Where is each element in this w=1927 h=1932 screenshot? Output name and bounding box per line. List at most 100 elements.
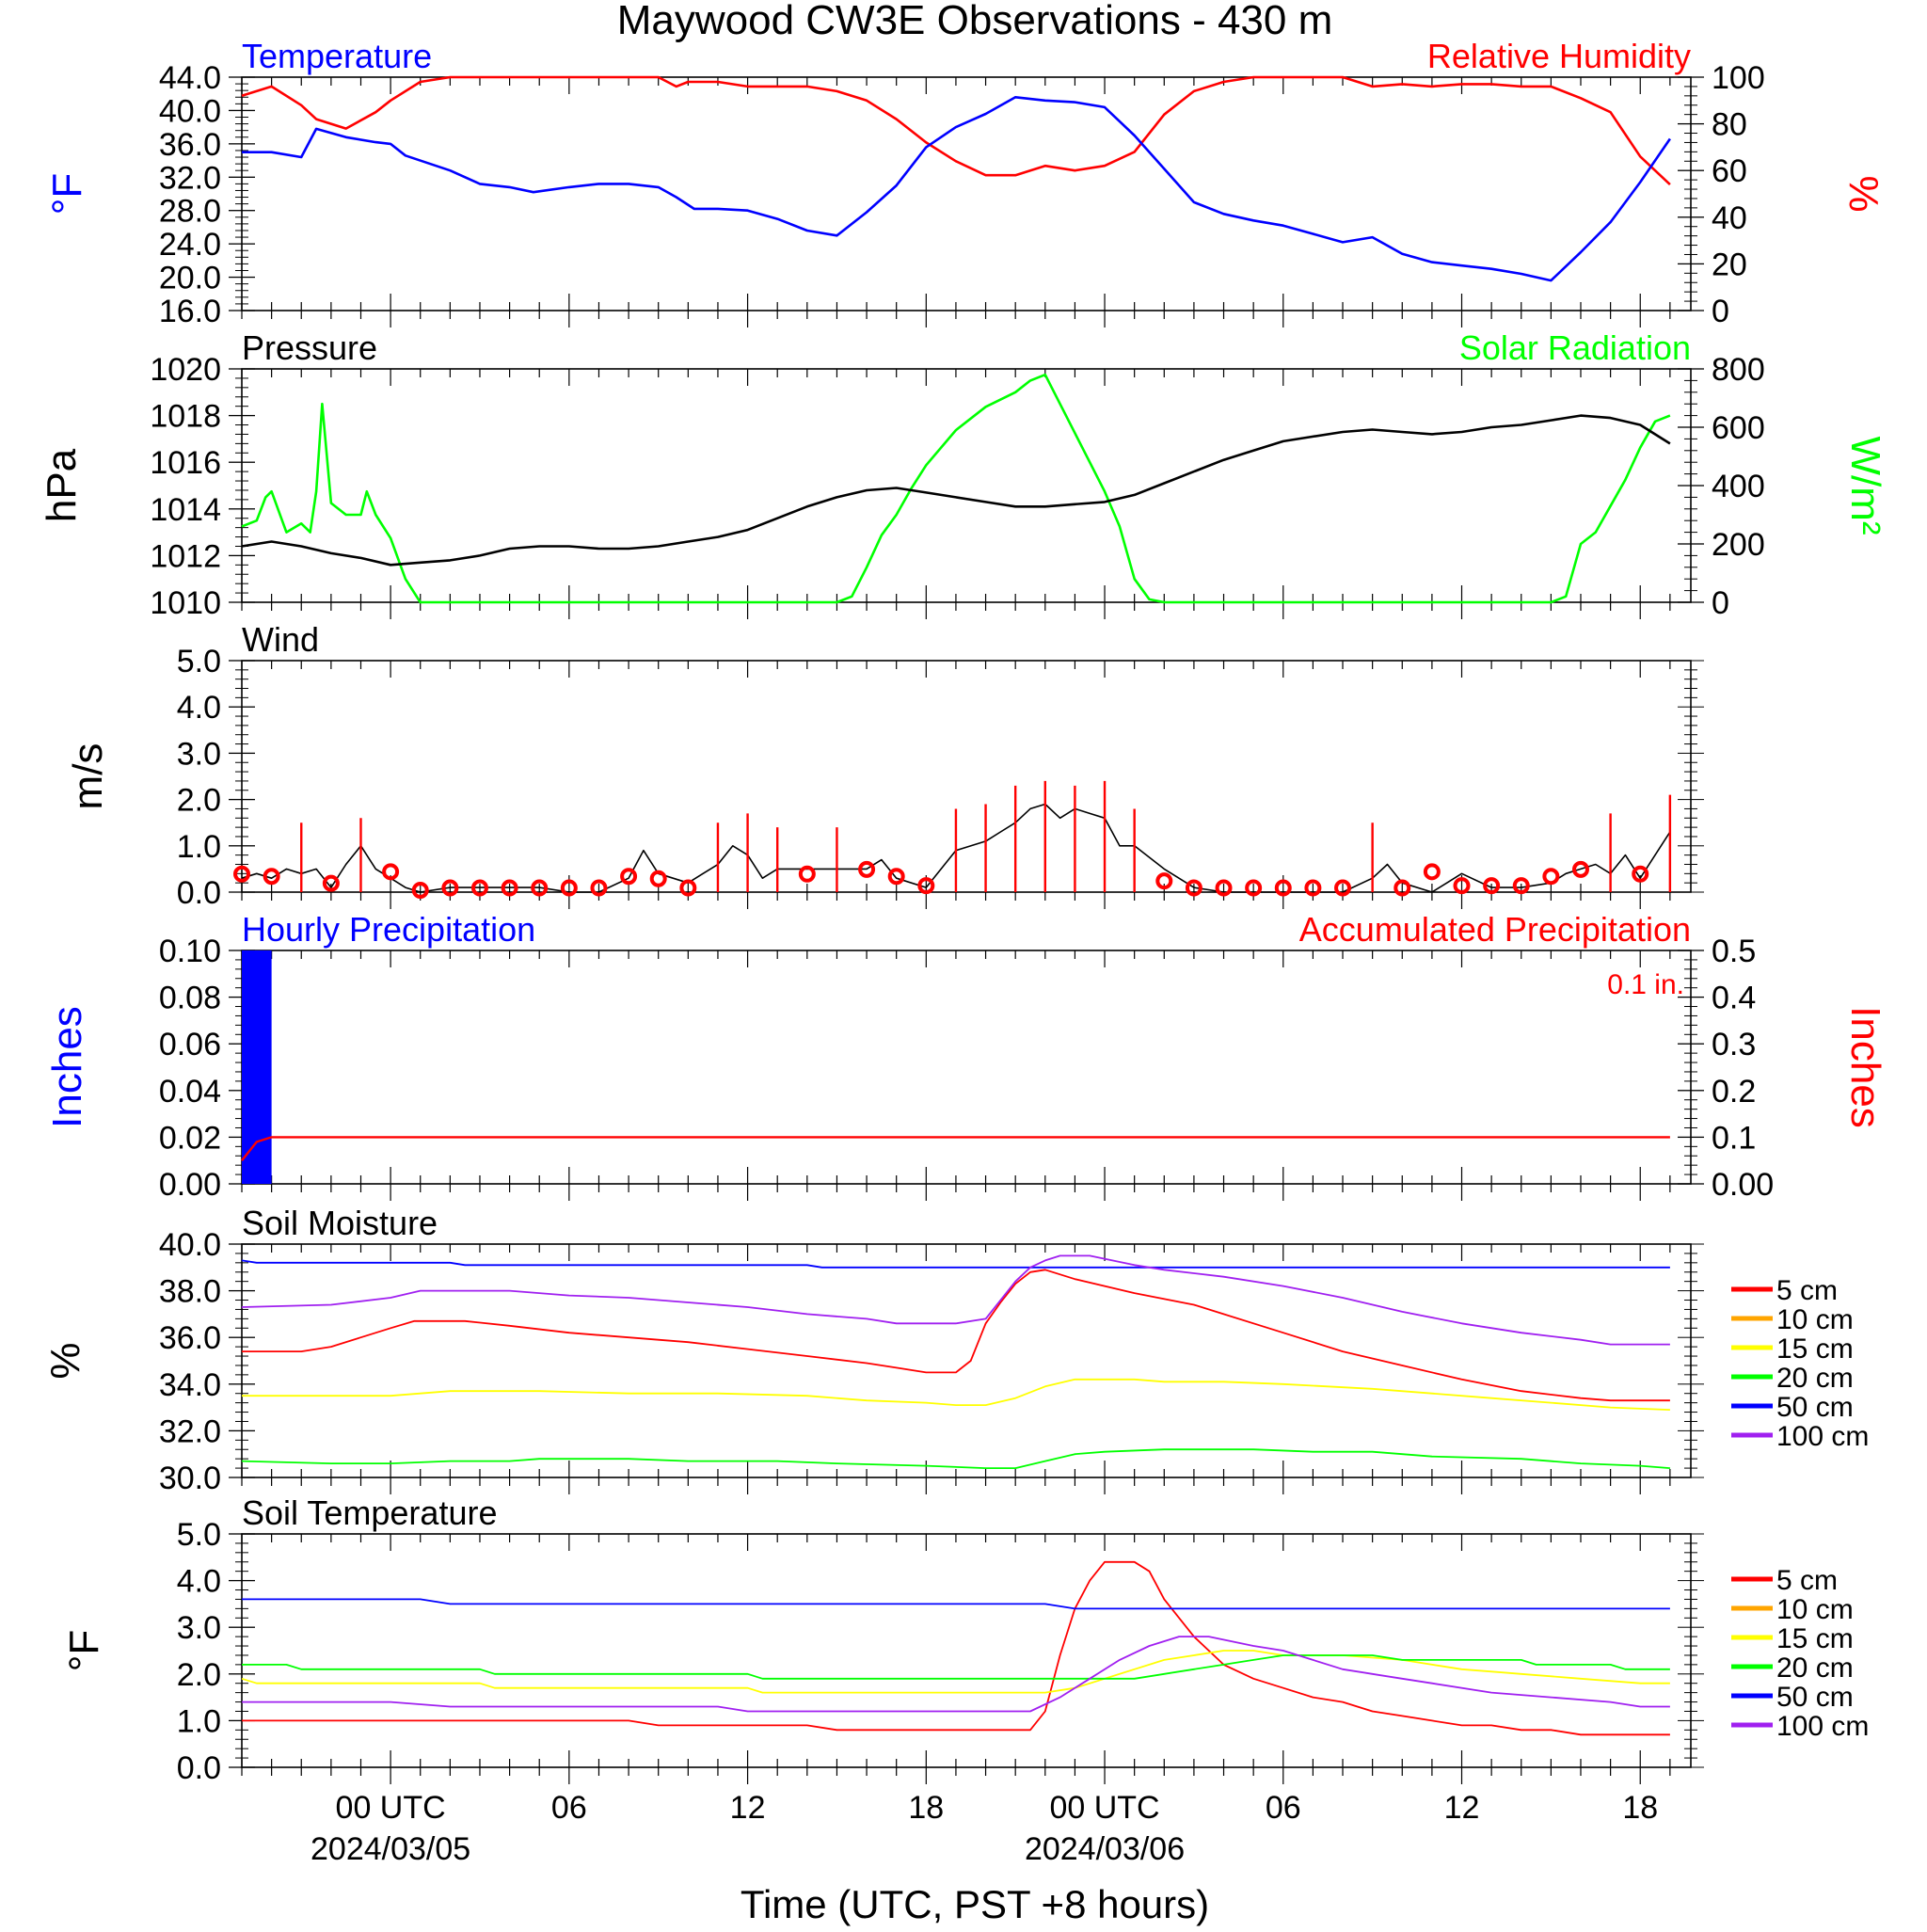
y-tick-label: 5.0: [177, 1517, 221, 1553]
panel-title-accumulated-precipitation: Accumulated Precipitation: [1299, 910, 1691, 949]
series-pressure: [241, 414, 1671, 567]
y-axis-label-left: hPa: [39, 448, 85, 522]
y-tick-label: 200: [1712, 527, 1765, 563]
hourly-precip-bar: [242, 950, 272, 1184]
y-tick-label: 0.00: [159, 1167, 221, 1203]
y-tick-label: 0.00: [1712, 1167, 1774, 1203]
wind-calm-marker: [1393, 879, 1411, 897]
series-5-cm: [242, 1269, 1670, 1402]
x-tick-label: 00 UTC: [1049, 1790, 1159, 1826]
y-tick-label: 0.2: [1712, 1074, 1756, 1110]
precip-total-label: 0.1 in.: [1607, 969, 1684, 1000]
y-tick-label: 40.0: [159, 1227, 221, 1263]
series-50-cm: [241, 1259, 1670, 1269]
series-50-cm: [242, 1598, 1670, 1610]
y-tick-label: 3.0: [177, 1610, 221, 1646]
wind-calm-marker: [858, 860, 876, 878]
panel-title-solar-radiation: Solar Radiation: [1459, 328, 1691, 367]
x-tick-date: 2024/03/05: [311, 1831, 470, 1867]
y-tick-label: 0.3: [1712, 1027, 1756, 1062]
series-100-cm: [241, 1254, 1670, 1346]
wind-calm-marker: [1185, 879, 1202, 897]
y-tick-label: 0.08: [159, 981, 221, 1016]
y-tick-label: 20.0: [159, 261, 221, 296]
y-axis-label-left: %: [42, 1342, 88, 1379]
wind-calm-marker: [1334, 879, 1352, 897]
y-tick-label: 1.0: [177, 829, 221, 865]
wind-calm-marker: [1512, 877, 1530, 895]
y-tick-label: 24.0: [159, 227, 221, 263]
panel-title-pressure: Pressure: [242, 328, 377, 367]
series-15-cm: [242, 1378, 1670, 1411]
y-tick-label: 3.0: [177, 736, 221, 772]
y-tick-label: 34.0: [159, 1367, 221, 1403]
legend-entry: 15 cm: [1776, 1623, 1854, 1654]
panel-frame-temp-rh: [241, 76, 1692, 311]
wind-calm-marker: [1215, 879, 1233, 897]
y-axis-label-left: °F: [61, 1630, 107, 1671]
wind-calm-marker: [1423, 863, 1441, 881]
wind-calm-marker: [1304, 879, 1322, 897]
series-20-cm: [241, 1448, 1670, 1469]
panel-title-hourly-precipitation: Hourly Precipitation: [242, 910, 535, 949]
series-relative-humidity: [241, 75, 1671, 186]
wind-calm-marker: [887, 868, 905, 886]
x-axis-label: Time (UTC, PST +8 hours): [741, 1882, 1209, 1926]
y-tick-label: 60: [1712, 153, 1747, 189]
legend-entry: 100 cm: [1776, 1421, 1869, 1452]
y-tick-label: 28.0: [159, 194, 221, 230]
x-tick-label: 06: [1266, 1790, 1301, 1826]
x-tick-label: 06: [551, 1790, 587, 1826]
y-tick-label: 1020: [150, 352, 221, 388]
y-tick-label: 32.0: [159, 160, 221, 196]
wind-calm-marker: [1245, 879, 1263, 897]
wind-calm-marker: [1274, 879, 1292, 897]
panel-title-soil-moisture: Soil Moisture: [242, 1204, 438, 1242]
y-tick-label: 1018: [150, 399, 221, 435]
panel-soil-temperature: 0.0 1.0 2.0 3.0 4.0 5.0 Soil Temperature °F 5 cm…: [61, 1493, 1869, 1786]
y-tick-label: 30.0: [159, 1461, 221, 1496]
wind-calm-marker: [1453, 877, 1471, 895]
wind-calm-marker: [263, 868, 280, 886]
y-tick-label: 0.5: [1712, 934, 1756, 969]
y-tick-label: 40: [1712, 200, 1747, 236]
y-tick-label: 0.1: [1712, 1120, 1756, 1156]
wind-calm-marker: [382, 863, 400, 881]
y-tick-label: 44.0: [159, 60, 221, 96]
legend-entry: 20 cm: [1776, 1653, 1854, 1684]
panel-title-relative-humidity: Relative Humidity: [1427, 37, 1691, 75]
wind-calm-marker: [1483, 877, 1501, 895]
panel-pressure-solar: 1010 1012 1014 1016 1018 1020 0 200 400 600 800 Pre…: [39, 328, 1888, 621]
y-axis-label-left: m/s: [65, 743, 111, 810]
series-15-cm: [241, 1650, 1670, 1694]
y-tick-label: 0.0: [177, 1750, 221, 1786]
panel-temp-rh: 16.020.024.028.032.036.040.044.0 0 20 40 60 8…: [44, 37, 1887, 329]
y-tick-label: 1016: [150, 445, 221, 481]
series-solar-radiation: [241, 373, 1671, 604]
y-tick-label: 4.0: [177, 690, 221, 726]
panel-soil-moisture: 30.0 32.0 34.0 36.0 38.0 40.0 Soil Moisture% 5 …: [42, 1204, 1869, 1496]
legend-entry: 5 cm: [1776, 1275, 1838, 1306]
y-tick-label: 1.0: [177, 1703, 221, 1739]
chart-title: Maywood CW3E Observations - 430 m: [617, 0, 1333, 43]
y-axis-label-right: W/m²: [1842, 436, 1888, 535]
wind-calm-marker: [1632, 865, 1649, 883]
y-tick-label: 38.0: [159, 1274, 221, 1310]
wind-calm-marker: [470, 879, 488, 897]
legend-entry: 20 cm: [1776, 1363, 1854, 1394]
wind-calm-marker: [620, 868, 638, 886]
y-tick-label: 0: [1712, 294, 1729, 329]
legend-entry: 10 cm: [1776, 1304, 1854, 1335]
y-tick-label: 36.0: [159, 127, 221, 163]
y-tick-label: 100: [1712, 60, 1765, 96]
wind-calm-marker: [917, 877, 935, 895]
x-tick-label: 00 UTC: [336, 1790, 446, 1826]
legend-entry: 10 cm: [1776, 1594, 1854, 1625]
y-tick-label: 600: [1712, 410, 1765, 446]
series-accumulated-precip: [241, 1136, 1670, 1161]
y-axis-label-right: Inches: [1842, 1006, 1888, 1128]
y-tick-label: 5.0: [177, 644, 221, 679]
y-tick-label: 0.04: [159, 1074, 221, 1110]
y-tick-label: 2.0: [177, 1657, 221, 1693]
